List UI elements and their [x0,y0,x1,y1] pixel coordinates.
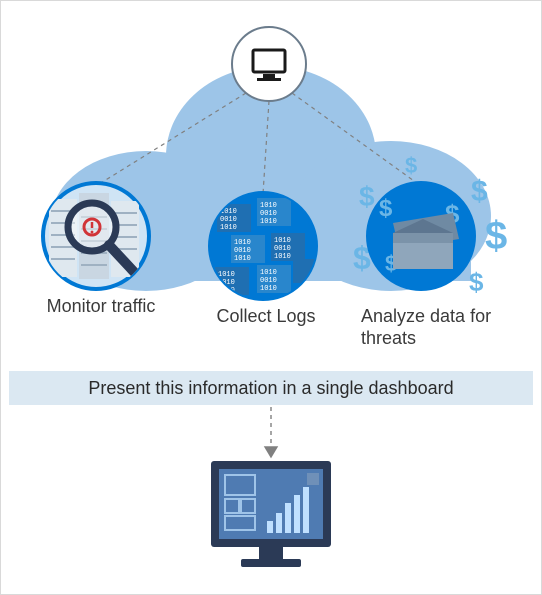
svg-text:0010: 0010 [220,216,237,224]
svg-text:1010: 1010 [220,224,237,232]
label-analyze-threats: Analyze data for threats [361,306,511,349]
node-monitor-traffic [43,183,149,289]
svg-text:$: $ [405,153,417,178]
arrow-to-dashboard [265,407,277,457]
svg-text:1010: 1010 [260,218,277,226]
label-monitor-traffic: Monitor traffic [31,296,171,318]
dashboard-monitor-icon [211,461,331,567]
source-icon [232,27,306,101]
banner-dashboard: Present this information in a single das… [9,371,533,405]
svg-text:1010: 1010 [274,237,291,245]
svg-text:1010: 1010 [260,269,277,277]
svg-text:$: $ [471,175,488,208]
svg-text:1010: 1010 [234,255,251,263]
svg-text:0010: 0010 [234,247,251,255]
svg-text:1010: 1010 [260,202,277,210]
diagram-stage: 101000101010 101000101010 101000101010 1… [0,0,542,595]
svg-text:0010: 0010 [274,245,291,253]
svg-text:$: $ [469,267,484,297]
svg-text:$: $ [485,214,507,258]
svg-text:0010: 0010 [260,210,277,218]
svg-text:0010: 0010 [260,277,277,285]
svg-text:1010: 1010 [234,239,251,247]
svg-text:$: $ [359,181,375,212]
svg-text:1010: 1010 [260,285,277,293]
label-collect-logs: Collect Logs [201,306,331,328]
svg-text:1010: 1010 [274,253,291,261]
